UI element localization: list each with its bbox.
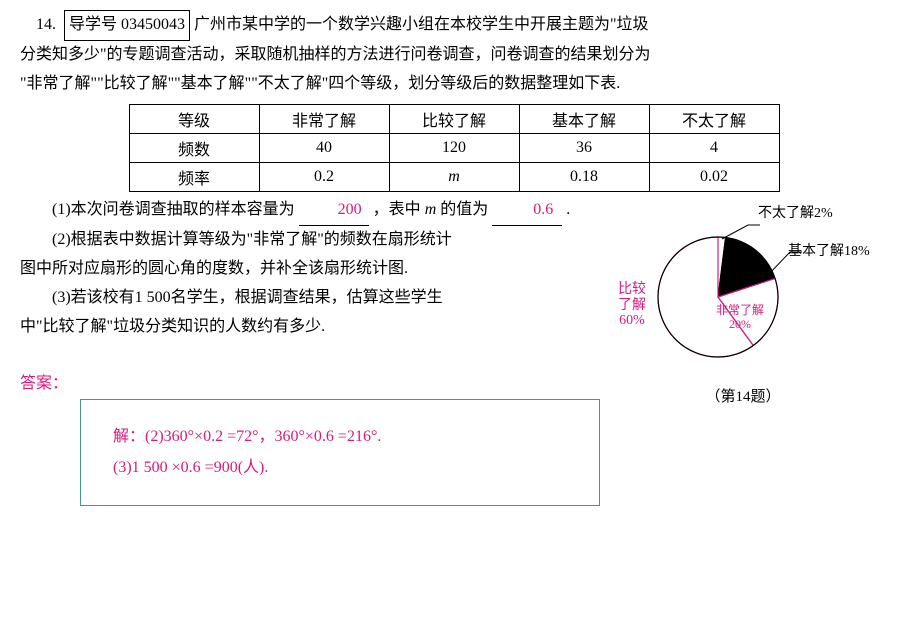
label-feichang1: 非常了解 (716, 303, 764, 317)
q1-ans2: 0.6 (492, 196, 562, 226)
th-0: 等级 (129, 105, 259, 134)
sub-q3-l2: 中"比较了解"垃圾分类知识的人数约有多少. (20, 313, 590, 342)
q-line3: "非常了解""比较了解""基本了解""不太了解"四个等级，划分等级后的数据整理如… (20, 70, 888, 99)
answer-box: 解：(2)360°×0.2 =72°，360°×0.6 =216°. (3)1 … (80, 399, 600, 506)
q1-pre: (1)本次问卷调查抽取的样本容量为 (52, 201, 295, 218)
th-4: 不太了解 (649, 105, 779, 134)
question-text: 14. 导学号 03450043 广州市某中学的一个数学兴趣小组在本校学生中开展… (20, 10, 888, 98)
q1-ans1: 200 (299, 196, 369, 226)
m-var: m (448, 168, 460, 185)
td-2-4: 0.02 (649, 163, 779, 192)
guide-number: 导学号 03450043 (64, 10, 190, 41)
td-2-0: 频率 (129, 163, 259, 192)
leader-butai (722, 225, 760, 239)
td-1-4: 4 (649, 134, 779, 163)
td-2-3: 0.18 (519, 163, 649, 192)
q1-end: . (566, 201, 570, 218)
td-1-1: 40 (259, 134, 389, 163)
table-row-header: 等级 非常了解 比较了解 基本了解 不太了解 (129, 105, 779, 134)
table-row-freq: 频率 0.2 m 0.18 0.02 (129, 163, 779, 192)
label-bijiao3: 60% (619, 313, 645, 328)
label-feichang: 非常了解 20% (716, 304, 764, 330)
label-bijiao: 比较 了解 60% (618, 282, 646, 328)
pie-chart-container: 不太了解2% 基本了解18% 比较 了解 60% 非常了解 20% （第14题） (598, 222, 888, 406)
frequency-table: 等级 非常了解 比较了解 基本了解 不太了解 频数 40 120 36 4 频率… (129, 104, 780, 192)
th-1: 非常了解 (259, 105, 389, 134)
q1-mid: ，表中 (373, 201, 421, 218)
label-feichang2: 20% (729, 317, 751, 331)
label-bijiao2: 了解 (618, 298, 646, 313)
q1-m: m (425, 201, 437, 218)
answer-line2: (3)1 500 ×0.6 =900(人). (113, 453, 567, 483)
sub-q2-l1: (2)根据表中数据计算等级为"非常了解"的频数在扇形统计 (20, 226, 590, 255)
td-1-3: 36 (519, 134, 649, 163)
label-bijiao1: 比较 (618, 282, 646, 297)
td-1-2: 120 (389, 134, 519, 163)
td-1-0: 频数 (129, 134, 259, 163)
q-line2: 分类知多少"的专题调查活动，采取随机抽样的方法进行问卷调查，问卷调查的结果划分为 (20, 41, 888, 70)
main-area: (1)本次问卷调查抽取的样本容量为 200 ，表中 m 的值为 0.6 . (2… (20, 196, 888, 341)
td-2-1: 0.2 (259, 163, 389, 192)
answer-line1: 解：(2)360°×0.2 =72°，360°×0.6 =216°. (113, 422, 567, 452)
sub-q2-l2: 图中所对应扇形的圆心角的度数，并补全该扇形统计图. (20, 255, 590, 284)
pie-caption: （第14题） (598, 385, 888, 406)
table-row-count: 频数 40 120 36 4 (129, 134, 779, 163)
q1-mid2: 的值为 (440, 201, 488, 218)
q-line1: 广州市某中学的一个数学兴趣小组在本校学生中开展主题为"垃圾 (194, 16, 649, 33)
label-butai: 不太了解2% (758, 202, 833, 222)
th-2: 比较了解 (389, 105, 519, 134)
label-jiben: 基本了解18% (788, 240, 870, 260)
sub-questions: (1)本次问卷调查抽取的样本容量为 200 ，表中 m 的值为 0.6 . (2… (20, 196, 590, 341)
question-number: 14. (36, 16, 56, 33)
pie-area: 不太了解2% 基本了解18% 比较 了解 60% 非常了解 20% (598, 222, 888, 377)
th-3: 基本了解 (519, 105, 649, 134)
td-2-2: m (389, 163, 519, 192)
sub-q3-l1: (3)若该校有1 500名学生，根据调查结果，估算这些学生 (20, 284, 590, 313)
